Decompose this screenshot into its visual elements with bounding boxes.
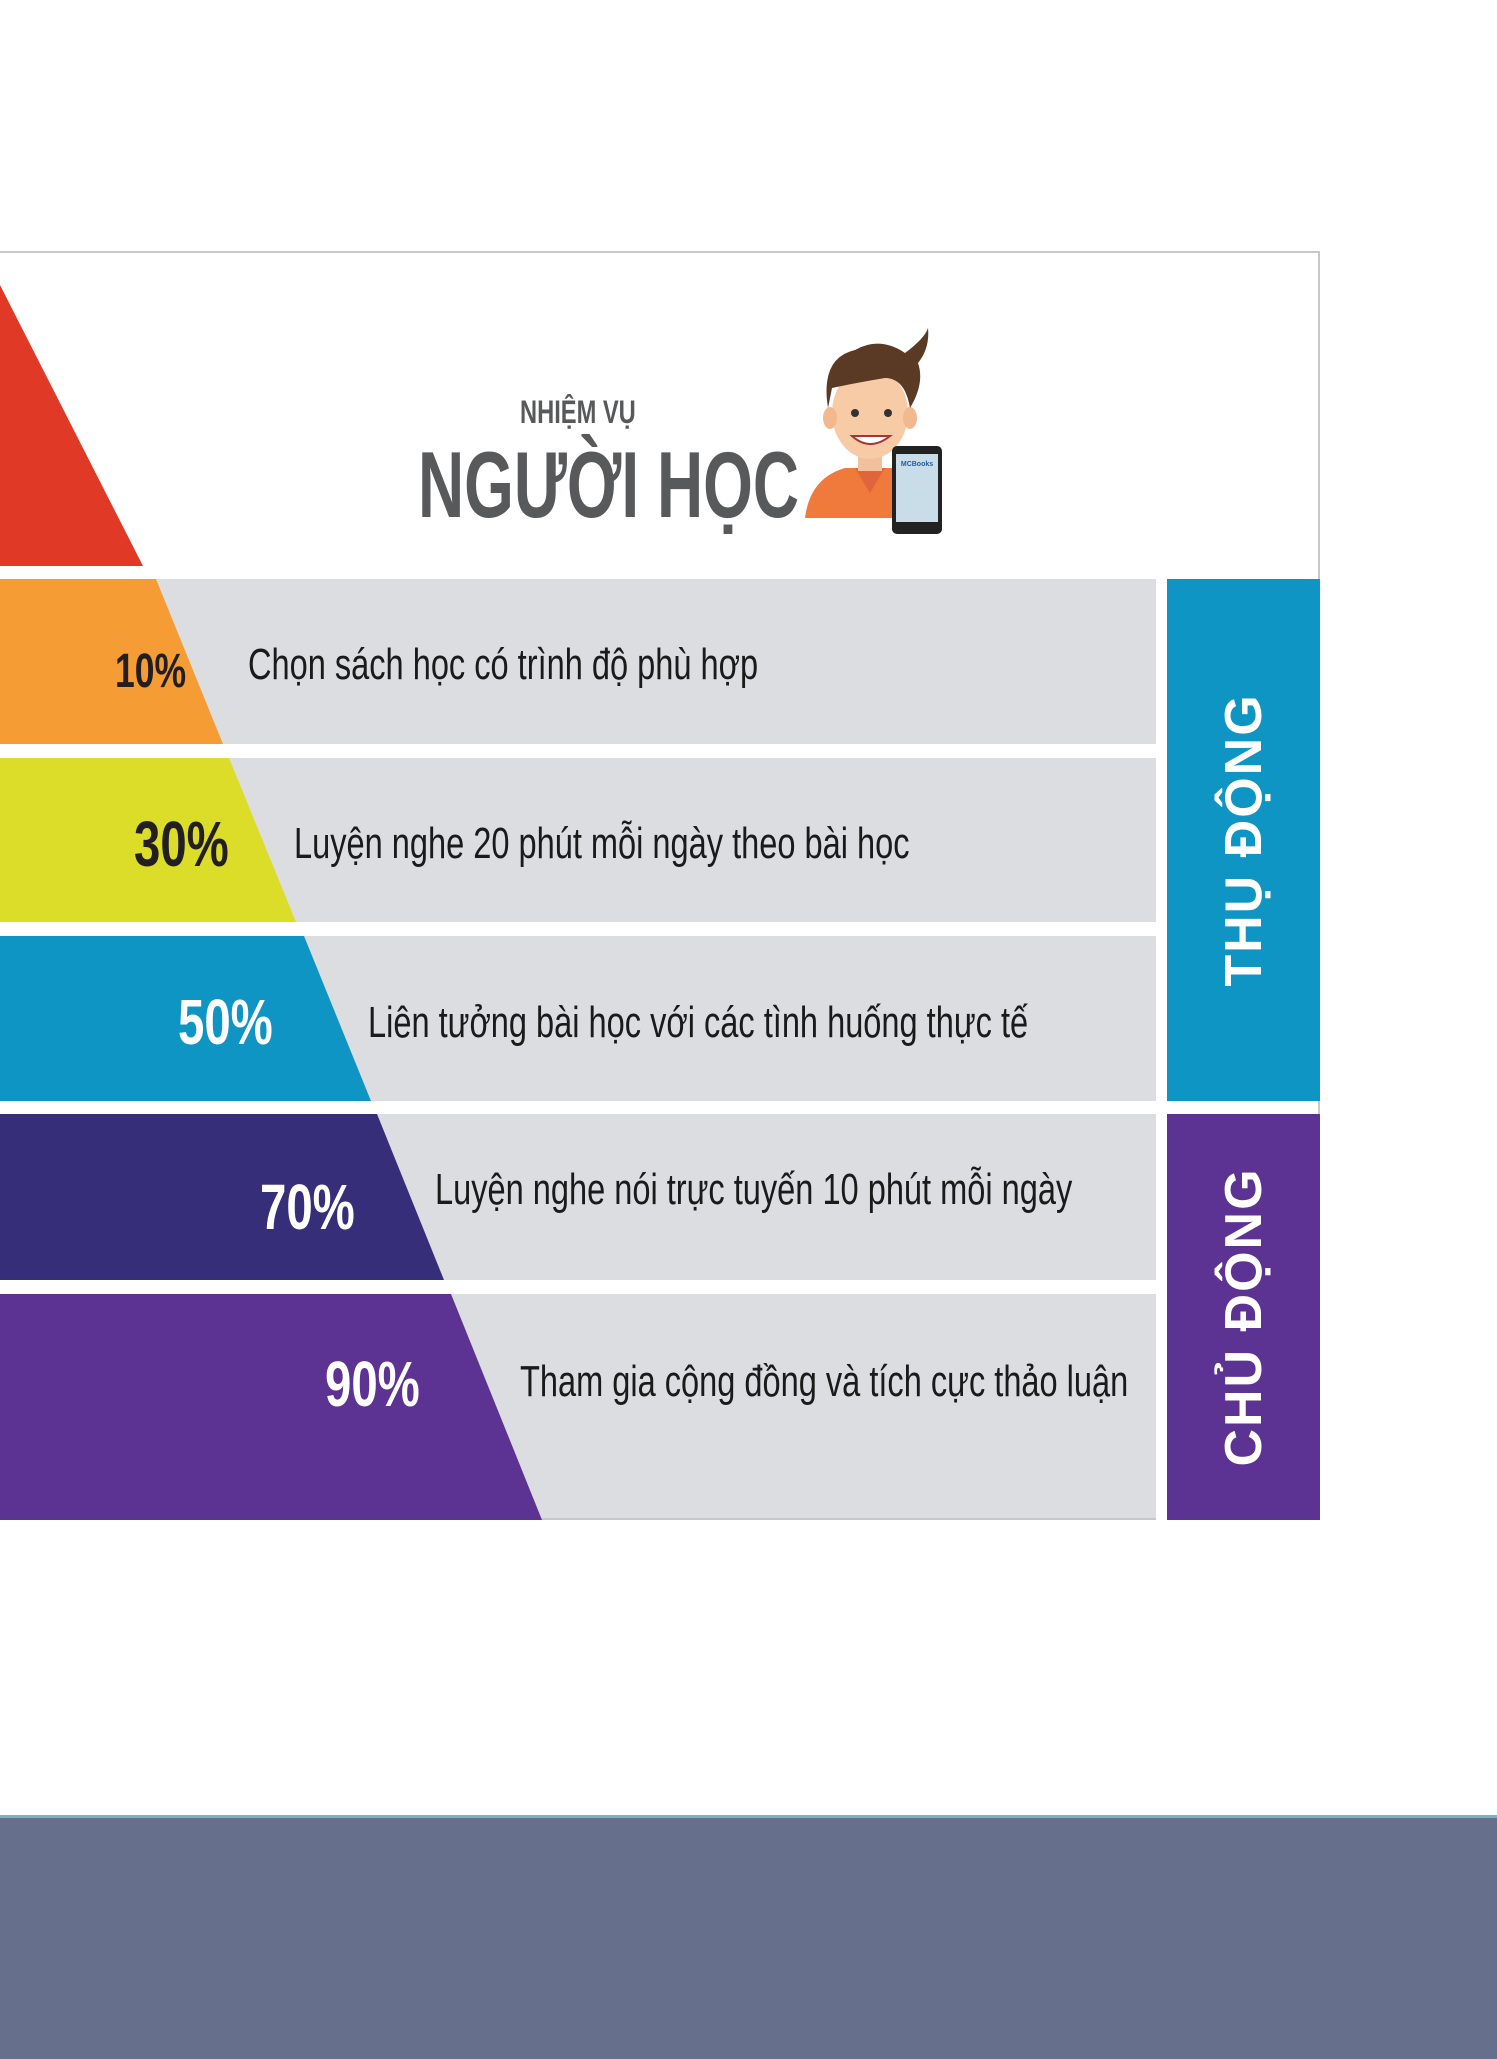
active-label-bar: CHỦ ĐỘNG <box>1167 1114 1320 1520</box>
header-title: NGƯỜI HỌC <box>418 432 800 537</box>
row-text: Luyện nghe nói trực tuyến 10 phút mỗi ng… <box>435 1165 1073 1214</box>
percent-label: 10% <box>115 645 187 698</box>
row-text: Tham gia cộng đồng và tích cực thảo luận <box>520 1357 1129 1406</box>
active-label: CHỦ ĐỘNG <box>1214 1167 1273 1467</box>
pyramid-level-10 <box>0 579 223 744</box>
percent-label: 90% <box>325 1348 420 1420</box>
row-text: Luyện nghe 20 phút mỗi ngày theo bài học <box>294 819 910 868</box>
percent-label: 70% <box>260 1171 355 1243</box>
passive-label: THỤ ĐỘNG <box>1214 693 1273 987</box>
pyramid-level-30 <box>0 758 296 922</box>
passive-label-bar: THỤ ĐỘNG <box>1167 579 1320 1101</box>
pyramid-level-70 <box>0 1114 444 1280</box>
row-text: Liên tưởng bài học với các tình huống th… <box>368 998 1029 1047</box>
pyramid-level-50 <box>0 936 371 1101</box>
pyramid-tip-red <box>0 285 143 566</box>
header-subtitle: NHIỆM VỤ <box>520 394 636 430</box>
footer-band <box>0 1815 1497 2059</box>
percent-label: 30% <box>134 808 229 880</box>
phone-brand-text: MCBooks <box>901 461 933 468</box>
learner-avatar-icon: MCBooks <box>805 328 942 534</box>
percent-label: 50% <box>178 986 273 1058</box>
pyramid-level-90 <box>0 1294 542 1520</box>
row-text: Chọn sách học có trình độ phù hợp <box>248 640 759 689</box>
